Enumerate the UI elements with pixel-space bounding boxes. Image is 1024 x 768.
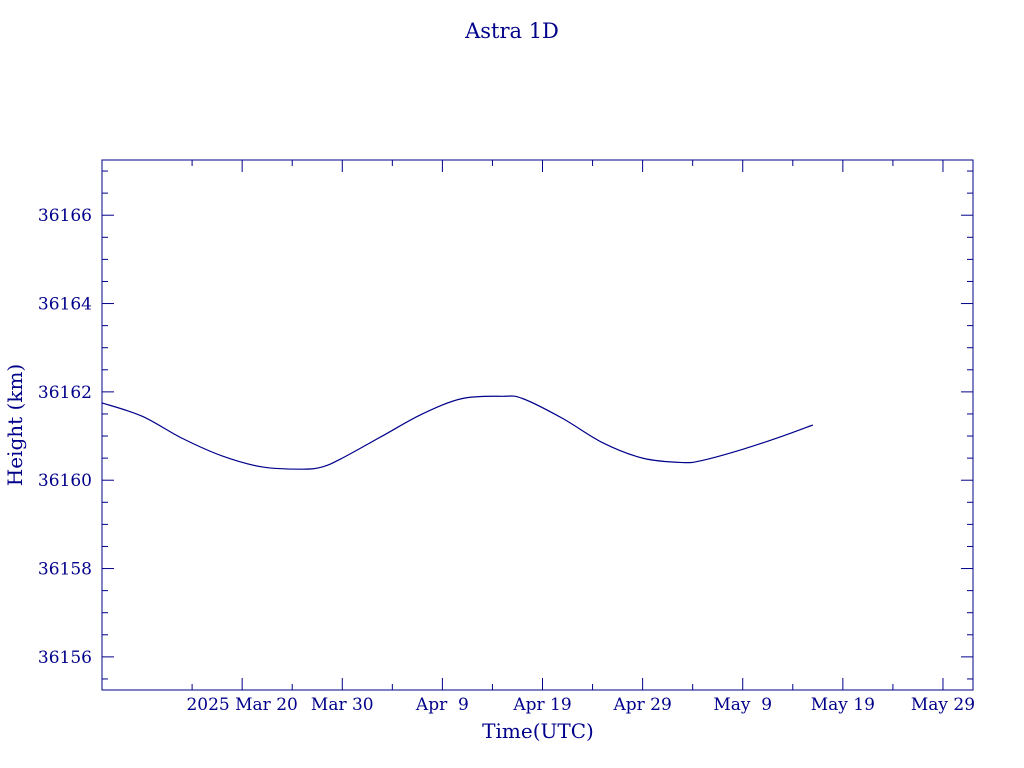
y-tick-labels: 36156 36158 36160 36162 36164 36166 [38,206,92,668]
x-tick-label: May 9 [713,695,772,715]
x-tick-label: Apr 29 [612,695,671,715]
series-group [101,395,814,470]
y-tick-label: 36166 [38,206,92,226]
x-tick-label: Apr 9 [415,695,469,715]
y-tick-label: 36158 [38,560,92,580]
x-axis-label: Time(UTC) [482,719,594,743]
x-tick-label: May 29 [911,695,975,715]
plot-frame [101,159,974,691]
y-axis-label: Height (km) [3,364,27,486]
x-tick-label: Apr 19 [512,695,571,715]
y-tick-label: 36160 [38,471,92,491]
chart-title: Astra 1D [464,19,559,43]
x-tick-labels: 2025 Mar 20 Mar 30 Apr 9 Apr 19 Apr 29 May 9 M… [186,695,975,715]
x-tick-label: 2025 Mar 20 [186,695,297,715]
axis-ticks [102,160,973,690]
x-tick-label: Mar 30 [311,695,374,715]
x-tick-label: May 19 [811,695,875,715]
y-tick-label: 36164 [38,295,92,315]
series-line [101,395,814,470]
y-tick-label: 36156 [38,648,92,668]
y-tick-label: 36162 [38,383,92,403]
